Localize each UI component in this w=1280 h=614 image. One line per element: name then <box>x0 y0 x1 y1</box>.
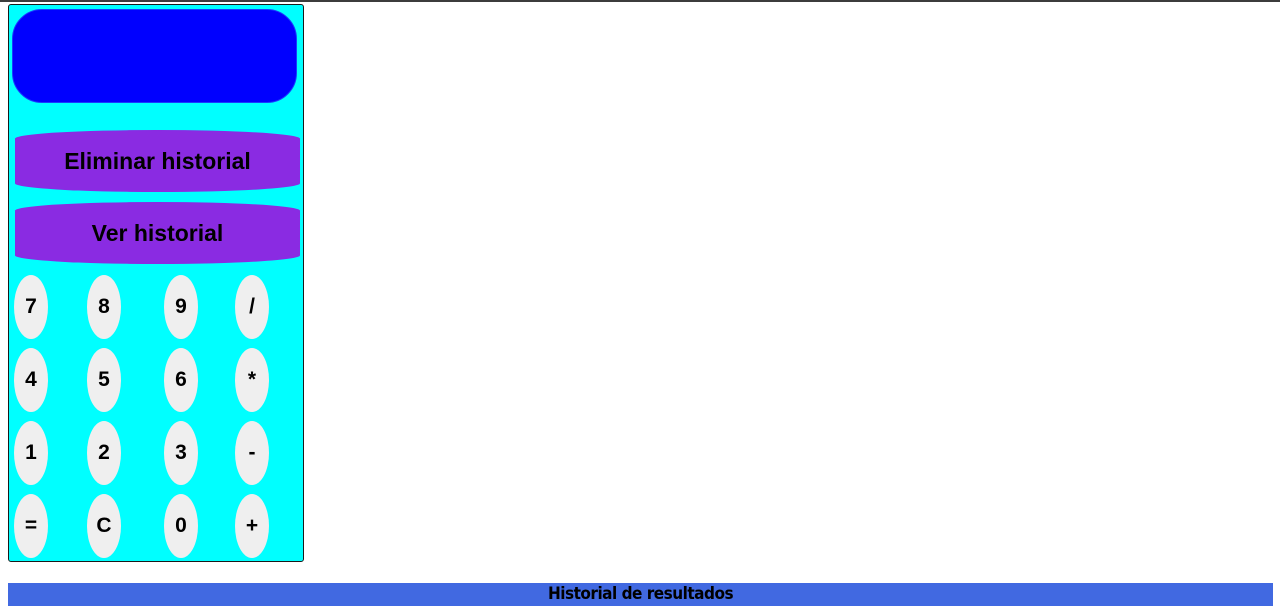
key-5[interactable]: 5 <box>87 348 121 412</box>
key-8[interactable]: 8 <box>87 275 121 339</box>
key-0[interactable]: 0 <box>164 494 198 558</box>
key-subtract[interactable]: - <box>235 421 269 485</box>
top-border <box>0 0 1280 2</box>
key-7[interactable]: 7 <box>14 275 48 339</box>
clear-history-button[interactable]: Eliminar historial <box>15 130 300 192</box>
key-1[interactable]: 1 <box>14 421 48 485</box>
key-6[interactable]: 6 <box>164 348 198 412</box>
calculator: Eliminar historial Ver historial 7 8 9 / 4 5 6… <box>8 4 304 562</box>
key-2[interactable]: 2 <box>87 421 121 485</box>
key-clear[interactable]: C <box>87 494 121 558</box>
history-header: Historial de resultados <box>8 583 1273 606</box>
key-multiply[interactable]: * <box>235 348 269 412</box>
key-4[interactable]: 4 <box>14 348 48 412</box>
key-add[interactable]: + <box>235 494 269 558</box>
calculator-display <box>12 9 297 103</box>
key-3[interactable]: 3 <box>164 421 198 485</box>
view-history-button[interactable]: Ver historial <box>15 202 300 264</box>
key-equals[interactable]: = <box>14 494 48 558</box>
keypad: 7 8 9 / 4 5 6 * 1 2 3- = C 0 + <box>9 273 305 563</box>
key-9[interactable]: 9 <box>164 275 198 339</box>
key-divide[interactable]: / <box>235 275 269 339</box>
